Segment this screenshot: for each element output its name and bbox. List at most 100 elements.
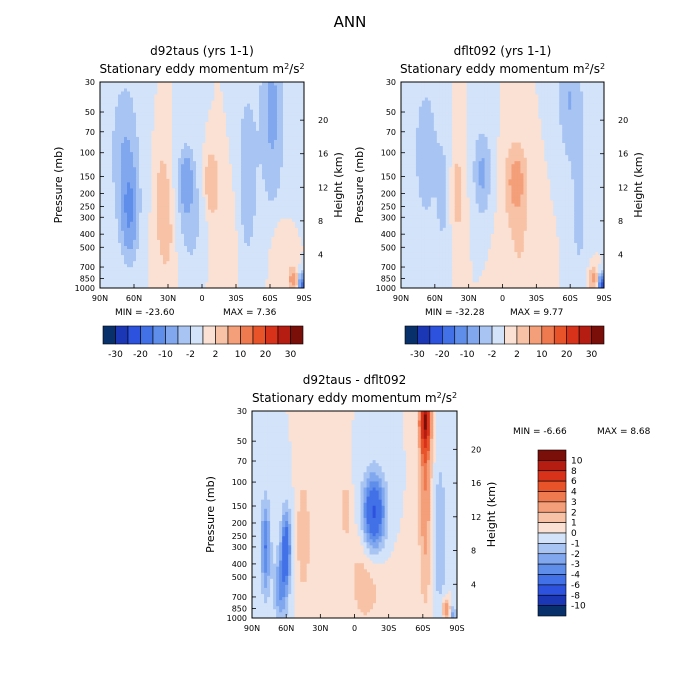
contour-cell — [433, 263, 438, 268]
contour-cell — [256, 236, 260, 240]
contour-cell — [196, 218, 200, 222]
contour-cell — [403, 230, 408, 234]
contour-cell — [181, 91, 185, 95]
contour-cell — [142, 248, 146, 253]
contour-cell — [190, 248, 194, 253]
contour-cell — [445, 212, 450, 216]
contour-cell — [406, 203, 411, 207]
contour-cell — [133, 88, 137, 92]
contour-cell — [184, 188, 188, 192]
contour-cell — [559, 263, 563, 268]
contour-cell — [136, 248, 140, 253]
contour-cell — [556, 194, 560, 198]
contour-cell — [247, 206, 251, 210]
contour-cell — [178, 278, 182, 283]
contour-cell — [277, 191, 281, 195]
contour-cell — [184, 115, 188, 119]
contour-cell — [130, 233, 134, 237]
contour-cell — [271, 157, 275, 162]
contour-cell — [187, 257, 191, 262]
contour-cell — [238, 272, 242, 277]
contour-cell — [574, 203, 578, 207]
contour-cell — [175, 239, 179, 243]
contour-cell — [232, 178, 236, 183]
contour-cell — [256, 188, 260, 192]
contour-cell — [265, 172, 269, 177]
contour-cell — [262, 215, 266, 219]
contour-cell — [115, 157, 119, 162]
contour-cell — [187, 112, 191, 116]
contour-cell — [229, 109, 233, 113]
contour-cell — [517, 242, 521, 246]
contour-cell — [196, 130, 200, 134]
contour-cell — [256, 112, 260, 116]
contour-cell — [193, 248, 197, 253]
contour-cell — [124, 236, 128, 240]
contour-cell — [271, 100, 275, 104]
contour-cell — [193, 218, 197, 222]
contour-cell — [262, 245, 266, 250]
contour-cell — [184, 206, 188, 210]
contour-cell — [490, 206, 494, 210]
contour-cell — [199, 160, 203, 165]
contour-cell — [412, 194, 417, 198]
contour-cell — [436, 227, 441, 231]
contour-cell — [295, 160, 299, 165]
contour-cell — [118, 160, 122, 165]
contour-cell — [118, 212, 122, 216]
contour-cell — [184, 154, 188, 159]
x-tick-label: 30S — [228, 294, 243, 303]
contour-cell — [121, 172, 125, 177]
contour-cell — [139, 172, 143, 177]
contour-cell — [193, 266, 197, 271]
contour-cell — [238, 281, 242, 286]
contour-cell — [229, 118, 233, 122]
contour-cell — [124, 212, 128, 216]
contour-cell — [145, 139, 149, 143]
contour-cell — [280, 185, 284, 189]
contour-cell — [193, 230, 197, 234]
contour-cell — [142, 163, 146, 168]
contour-cell — [178, 127, 182, 131]
contour-cell — [475, 218, 480, 222]
contour-cell — [127, 230, 131, 234]
contour-cell — [406, 278, 411, 283]
contour-cell — [439, 275, 444, 280]
contour-cell — [241, 224, 245, 228]
contour-cell — [295, 194, 299, 198]
contour-cell — [571, 194, 575, 198]
contour-cell — [478, 194, 483, 198]
contour-cell — [124, 263, 128, 268]
contour-cell — [433, 278, 438, 283]
contour-cell — [298, 85, 302, 89]
contour-cell — [253, 248, 257, 253]
contour-cell — [187, 245, 191, 250]
contour-cell — [406, 245, 411, 250]
contour-cell — [586, 203, 590, 207]
contour-cell — [439, 248, 444, 253]
contour-cell — [148, 209, 152, 213]
contour-cell — [100, 127, 104, 131]
contour-cell — [145, 115, 149, 119]
contour-cell — [571, 281, 575, 286]
contour-cell — [121, 154, 125, 159]
contour-cell — [562, 212, 566, 216]
contour-cell — [115, 151, 119, 156]
contour-cell — [301, 275, 304, 280]
contour-cell — [136, 185, 140, 189]
contour-cell — [412, 239, 417, 243]
contour-cell — [112, 248, 116, 253]
contour-cell — [292, 136, 296, 140]
contour-cell — [433, 224, 438, 228]
contour-cell — [115, 233, 119, 237]
y-right-tick-label: 4 — [318, 250, 323, 259]
contour-cell — [211, 82, 215, 86]
contour-cell — [401, 257, 405, 262]
contour-cell — [244, 200, 248, 204]
contour-cell — [469, 245, 474, 250]
contour-cell — [160, 236, 164, 240]
contour-cell — [121, 278, 125, 283]
contour-cell — [520, 218, 524, 222]
contour-cell — [280, 166, 284, 171]
contour-cell — [238, 139, 242, 143]
